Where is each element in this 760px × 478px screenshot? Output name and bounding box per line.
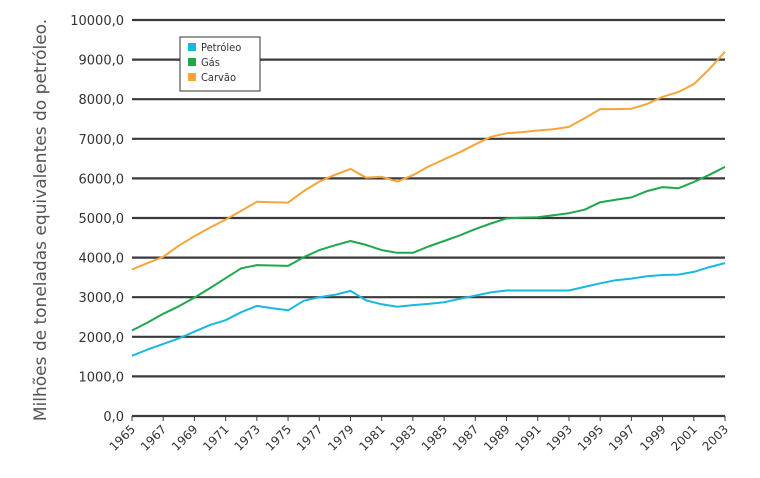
x-tick-label: 1977 bbox=[294, 422, 325, 453]
y-tick-label: 3000,0 bbox=[79, 291, 125, 306]
legend-swatch bbox=[188, 58, 196, 66]
x-tick-label: 1989 bbox=[481, 422, 512, 453]
legend-label: Petróleo bbox=[201, 41, 241, 54]
x-tick-label: 1993 bbox=[544, 422, 575, 453]
legend-label: Carvão bbox=[201, 71, 236, 84]
y-axis-label: Milhões de toneladas equivalentes do pet… bbox=[31, 19, 51, 421]
x-tick-label: 1969 bbox=[169, 422, 200, 453]
x-tick-label: 1987 bbox=[450, 422, 481, 453]
y-tick-labels: 0,0 1000,0 2000,0 3000,0 4000,0 5000,0 6000,0 7… bbox=[70, 14, 124, 425]
series-line-carvao bbox=[131, 51, 726, 271]
x-tick-label: 1981 bbox=[356, 422, 387, 453]
x-tick-label: 1979 bbox=[325, 422, 356, 453]
x-tick-label: 2001 bbox=[668, 422, 699, 453]
x-tick-label: 1991 bbox=[512, 422, 543, 453]
y-tick-label: 8000,0 bbox=[79, 93, 125, 108]
series-line-petroleo bbox=[131, 262, 726, 357]
series-line-gas bbox=[131, 166, 726, 332]
y-tick-label: 9000,0 bbox=[79, 54, 125, 69]
x-tick-label: 1985 bbox=[419, 422, 450, 453]
x-tick-label: 1997 bbox=[606, 422, 637, 453]
y-tick-label: 5000,0 bbox=[79, 212, 125, 227]
x-tick-label: 1967 bbox=[138, 422, 169, 453]
y-tick-label: 4000,0 bbox=[79, 252, 125, 267]
y-tick-label: 1000,0 bbox=[79, 370, 125, 385]
y-tick-label: 2000,0 bbox=[79, 331, 125, 346]
y-tick-label: 0,0 bbox=[103, 410, 124, 425]
x-tick-label: 1983 bbox=[388, 422, 419, 453]
x-tick-label: 2003 bbox=[700, 422, 731, 453]
x-tick-labels: 1965 1967 1969 1971 1973 1975 1977 1979 1981 1983… bbox=[107, 416, 731, 454]
legend-swatch bbox=[188, 73, 196, 81]
x-tick-label: 1995 bbox=[575, 422, 606, 453]
x-tick-label: 1999 bbox=[637, 422, 668, 453]
series-lines bbox=[131, 51, 726, 357]
x-tick-label: 1973 bbox=[231, 422, 262, 453]
legend-swatch bbox=[188, 43, 196, 51]
legend-label: Gás bbox=[201, 56, 220, 69]
y-tick-label: 6000,0 bbox=[79, 172, 125, 187]
x-tick-label: 1965 bbox=[107, 422, 138, 453]
y-tick-label: 7000,0 bbox=[79, 133, 125, 148]
y-tick-label: 10000,0 bbox=[70, 14, 124, 29]
legend: Petróleo Gás Carvão bbox=[179, 36, 261, 92]
gridlines bbox=[132, 18, 725, 418]
x-tick-label: 1971 bbox=[200, 422, 231, 453]
x-tick-label: 1975 bbox=[263, 422, 294, 453]
